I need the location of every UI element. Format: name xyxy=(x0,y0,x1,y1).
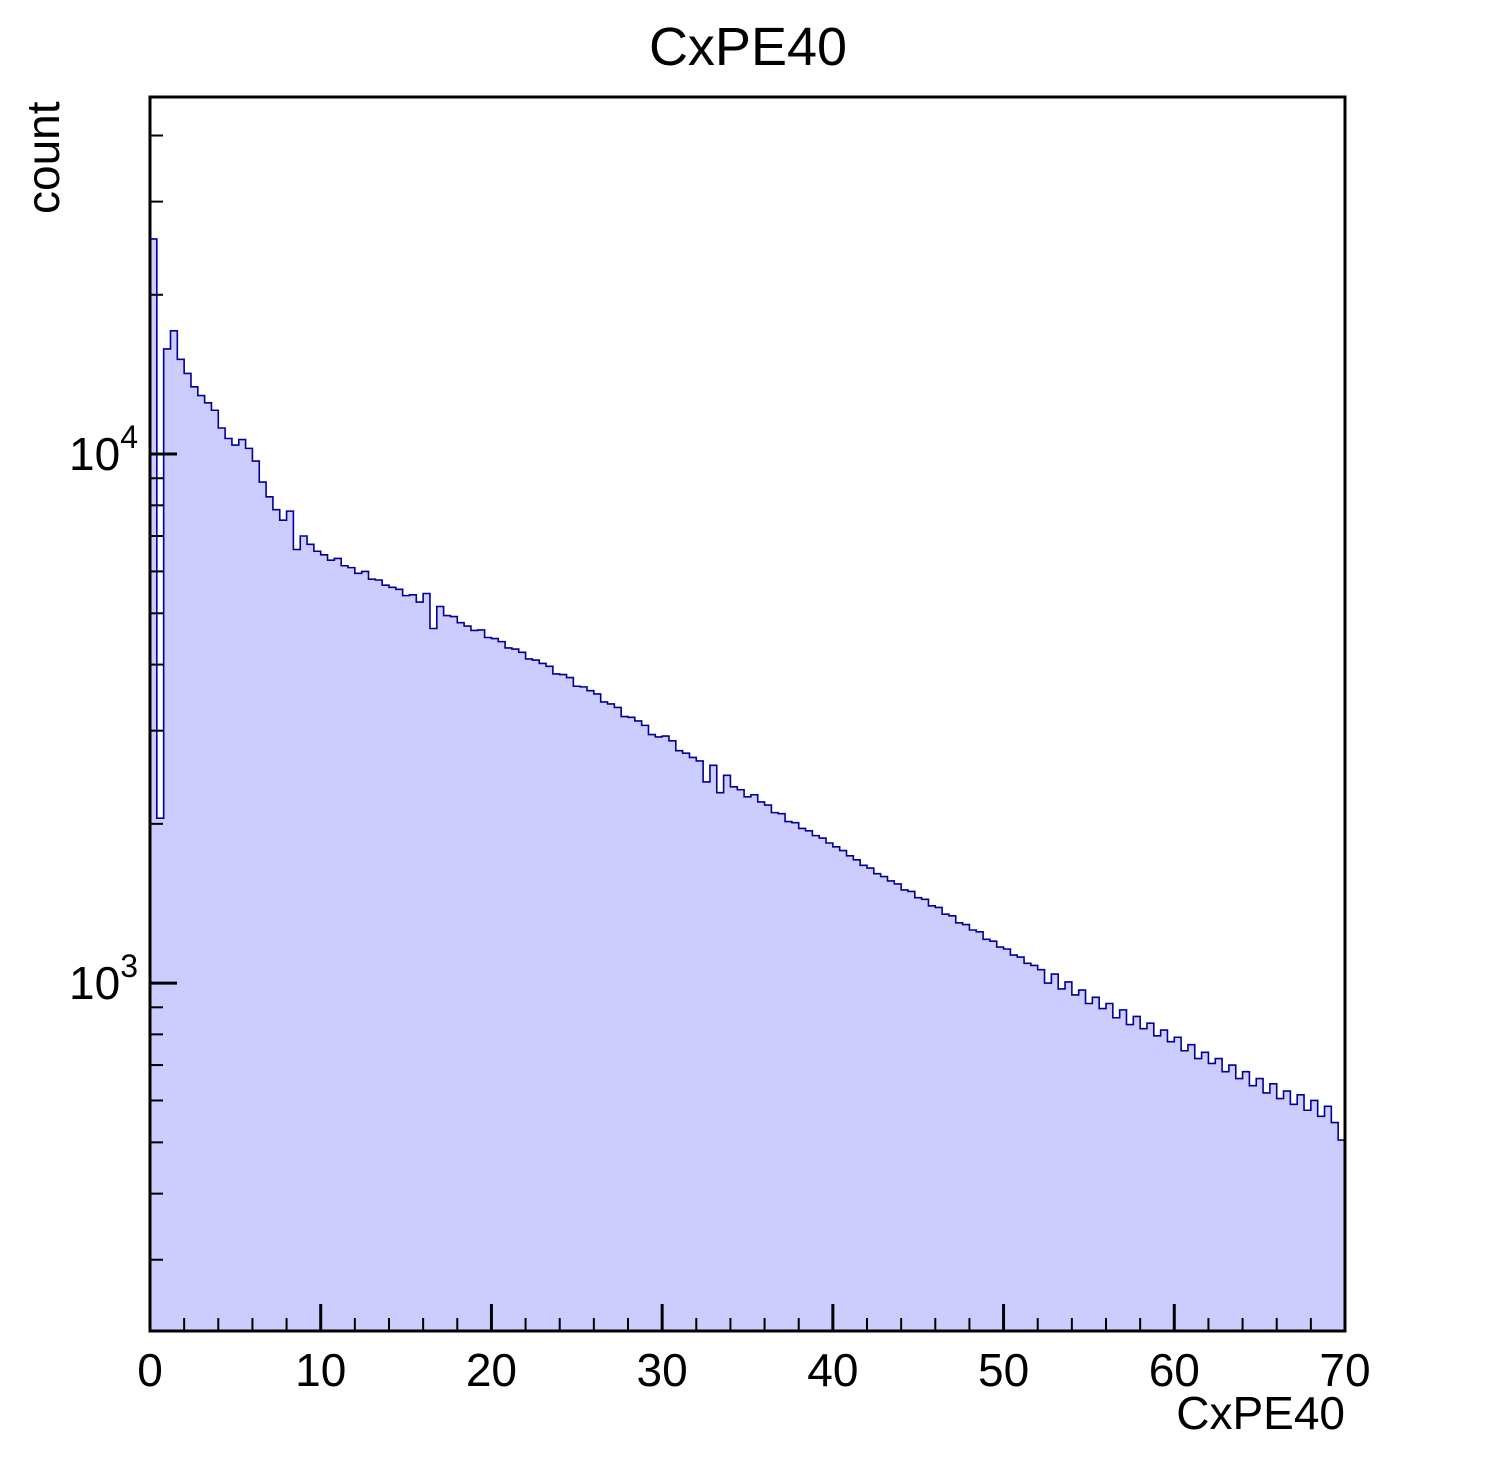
y-tick-label: 104 xyxy=(69,419,138,480)
x-tick-label: 50 xyxy=(978,1344,1029,1396)
x-tick-label: 40 xyxy=(807,1344,858,1396)
x-tick-label: 70 xyxy=(1319,1344,1370,1396)
x-axis-title: CxPE40 xyxy=(1176,1387,1345,1439)
x-tick-label: 30 xyxy=(637,1344,688,1396)
chart-title: CxPE40 xyxy=(648,17,848,77)
x-tick-label: 20 xyxy=(466,1344,517,1396)
histogram-series xyxy=(149,238,1346,1332)
y-axis: 103 104 xyxy=(69,134,177,1261)
x-axis: 0 10 20 30 40 50 60 70 xyxy=(137,1304,1371,1396)
x-tick-label: 60 xyxy=(1149,1344,1200,1396)
x-tick-label: 0 xyxy=(137,1344,163,1396)
x-tick-label: 10 xyxy=(295,1344,346,1396)
y-tick-label: 103 xyxy=(69,948,138,1009)
